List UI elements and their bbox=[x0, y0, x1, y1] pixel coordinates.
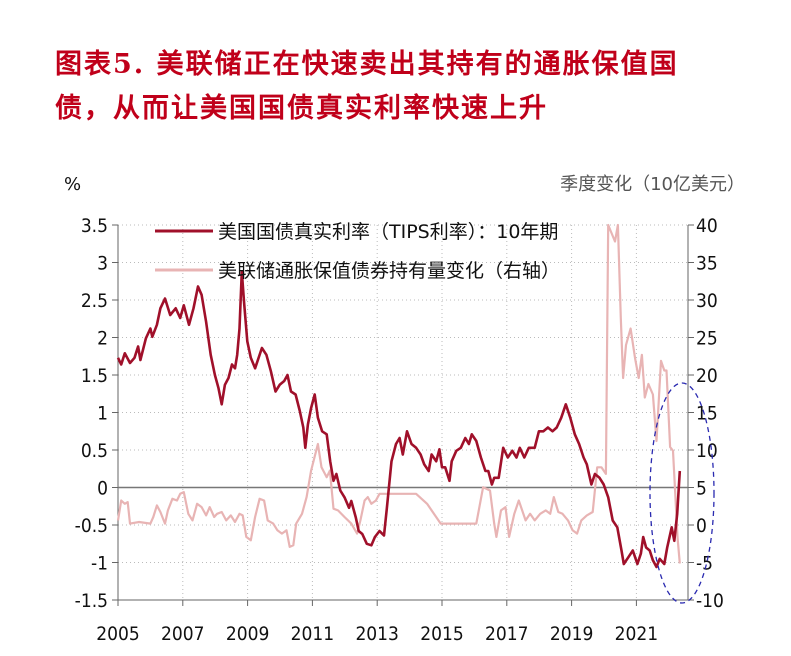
x-tick-label: 2007 bbox=[161, 623, 205, 645]
series-line-fed-tips-holdings bbox=[116, 223, 681, 564]
right-tick-label: 35 bbox=[696, 253, 718, 275]
x-tick-label: 2021 bbox=[615, 623, 659, 645]
left-tick-label: -1.5 bbox=[75, 590, 108, 612]
right-tick-label: -5 bbox=[696, 553, 713, 575]
chart-title-line-1: 图表5. 美联储正在快速卖出其持有的通胀保值国 bbox=[55, 49, 679, 80]
series-lines bbox=[116, 223, 682, 569]
highlight-ellipse bbox=[649, 382, 715, 604]
left-tick-label: 0.5 bbox=[81, 440, 108, 462]
right-tick-label: 0 bbox=[696, 515, 707, 537]
left-tick-label: -0.5 bbox=[75, 515, 108, 537]
x-tick-label: 2005 bbox=[96, 623, 140, 645]
x-tick-label: 2017 bbox=[485, 623, 529, 645]
left-tick-label: 1 bbox=[97, 403, 108, 425]
chart-title-line-2: 债，从而让美国国债真实利率快速上升 bbox=[55, 93, 548, 124]
right-tick-label: 10 bbox=[696, 440, 718, 462]
x-tick-label: 2011 bbox=[291, 623, 335, 645]
right-axis-unit: 季度变化（10亿美元） bbox=[560, 174, 745, 195]
right-tick-label: -10 bbox=[696, 590, 724, 612]
right-tick-label: 20 bbox=[696, 365, 718, 387]
left-axis-unit: % bbox=[64, 174, 81, 195]
right-tick-label: 5 bbox=[696, 478, 707, 500]
legend: 美国国债真实利率（TIPS利率）：10年期 美联储通胀保值债券持有量变化（右轴） bbox=[155, 221, 560, 282]
x-tick-label: 2019 bbox=[550, 623, 594, 645]
right-tick-label: 15 bbox=[696, 403, 718, 425]
x-tick-label: 2009 bbox=[226, 623, 270, 645]
left-tick-label: 0 bbox=[97, 478, 108, 500]
left-tick-label: 2.5 bbox=[81, 290, 108, 312]
left-tick-label: 2 bbox=[97, 328, 108, 350]
left-tick-label: -1 bbox=[91, 553, 108, 575]
right-tick-label: 30 bbox=[696, 290, 718, 312]
right-tick-label: 25 bbox=[696, 328, 718, 350]
left-tick-label: 1.5 bbox=[81, 365, 108, 387]
right-tick-label: 40 bbox=[696, 215, 718, 237]
left-tick-label: 3 bbox=[97, 253, 108, 275]
legend-label-fed-tips: 美联储通胀保值债券持有量变化（右轴） bbox=[218, 260, 560, 282]
series-line-real-rate bbox=[116, 270, 682, 569]
axes: 3.532.521.510.50-0.5-1-1.540353025201510… bbox=[75, 215, 724, 645]
x-tick-label: 2013 bbox=[355, 623, 399, 645]
x-tick-label: 2015 bbox=[420, 623, 464, 645]
legend-label-real-rate: 美国国债真实利率（TIPS利率）：10年期 bbox=[218, 221, 558, 243]
left-tick-label: 3.5 bbox=[81, 215, 108, 237]
